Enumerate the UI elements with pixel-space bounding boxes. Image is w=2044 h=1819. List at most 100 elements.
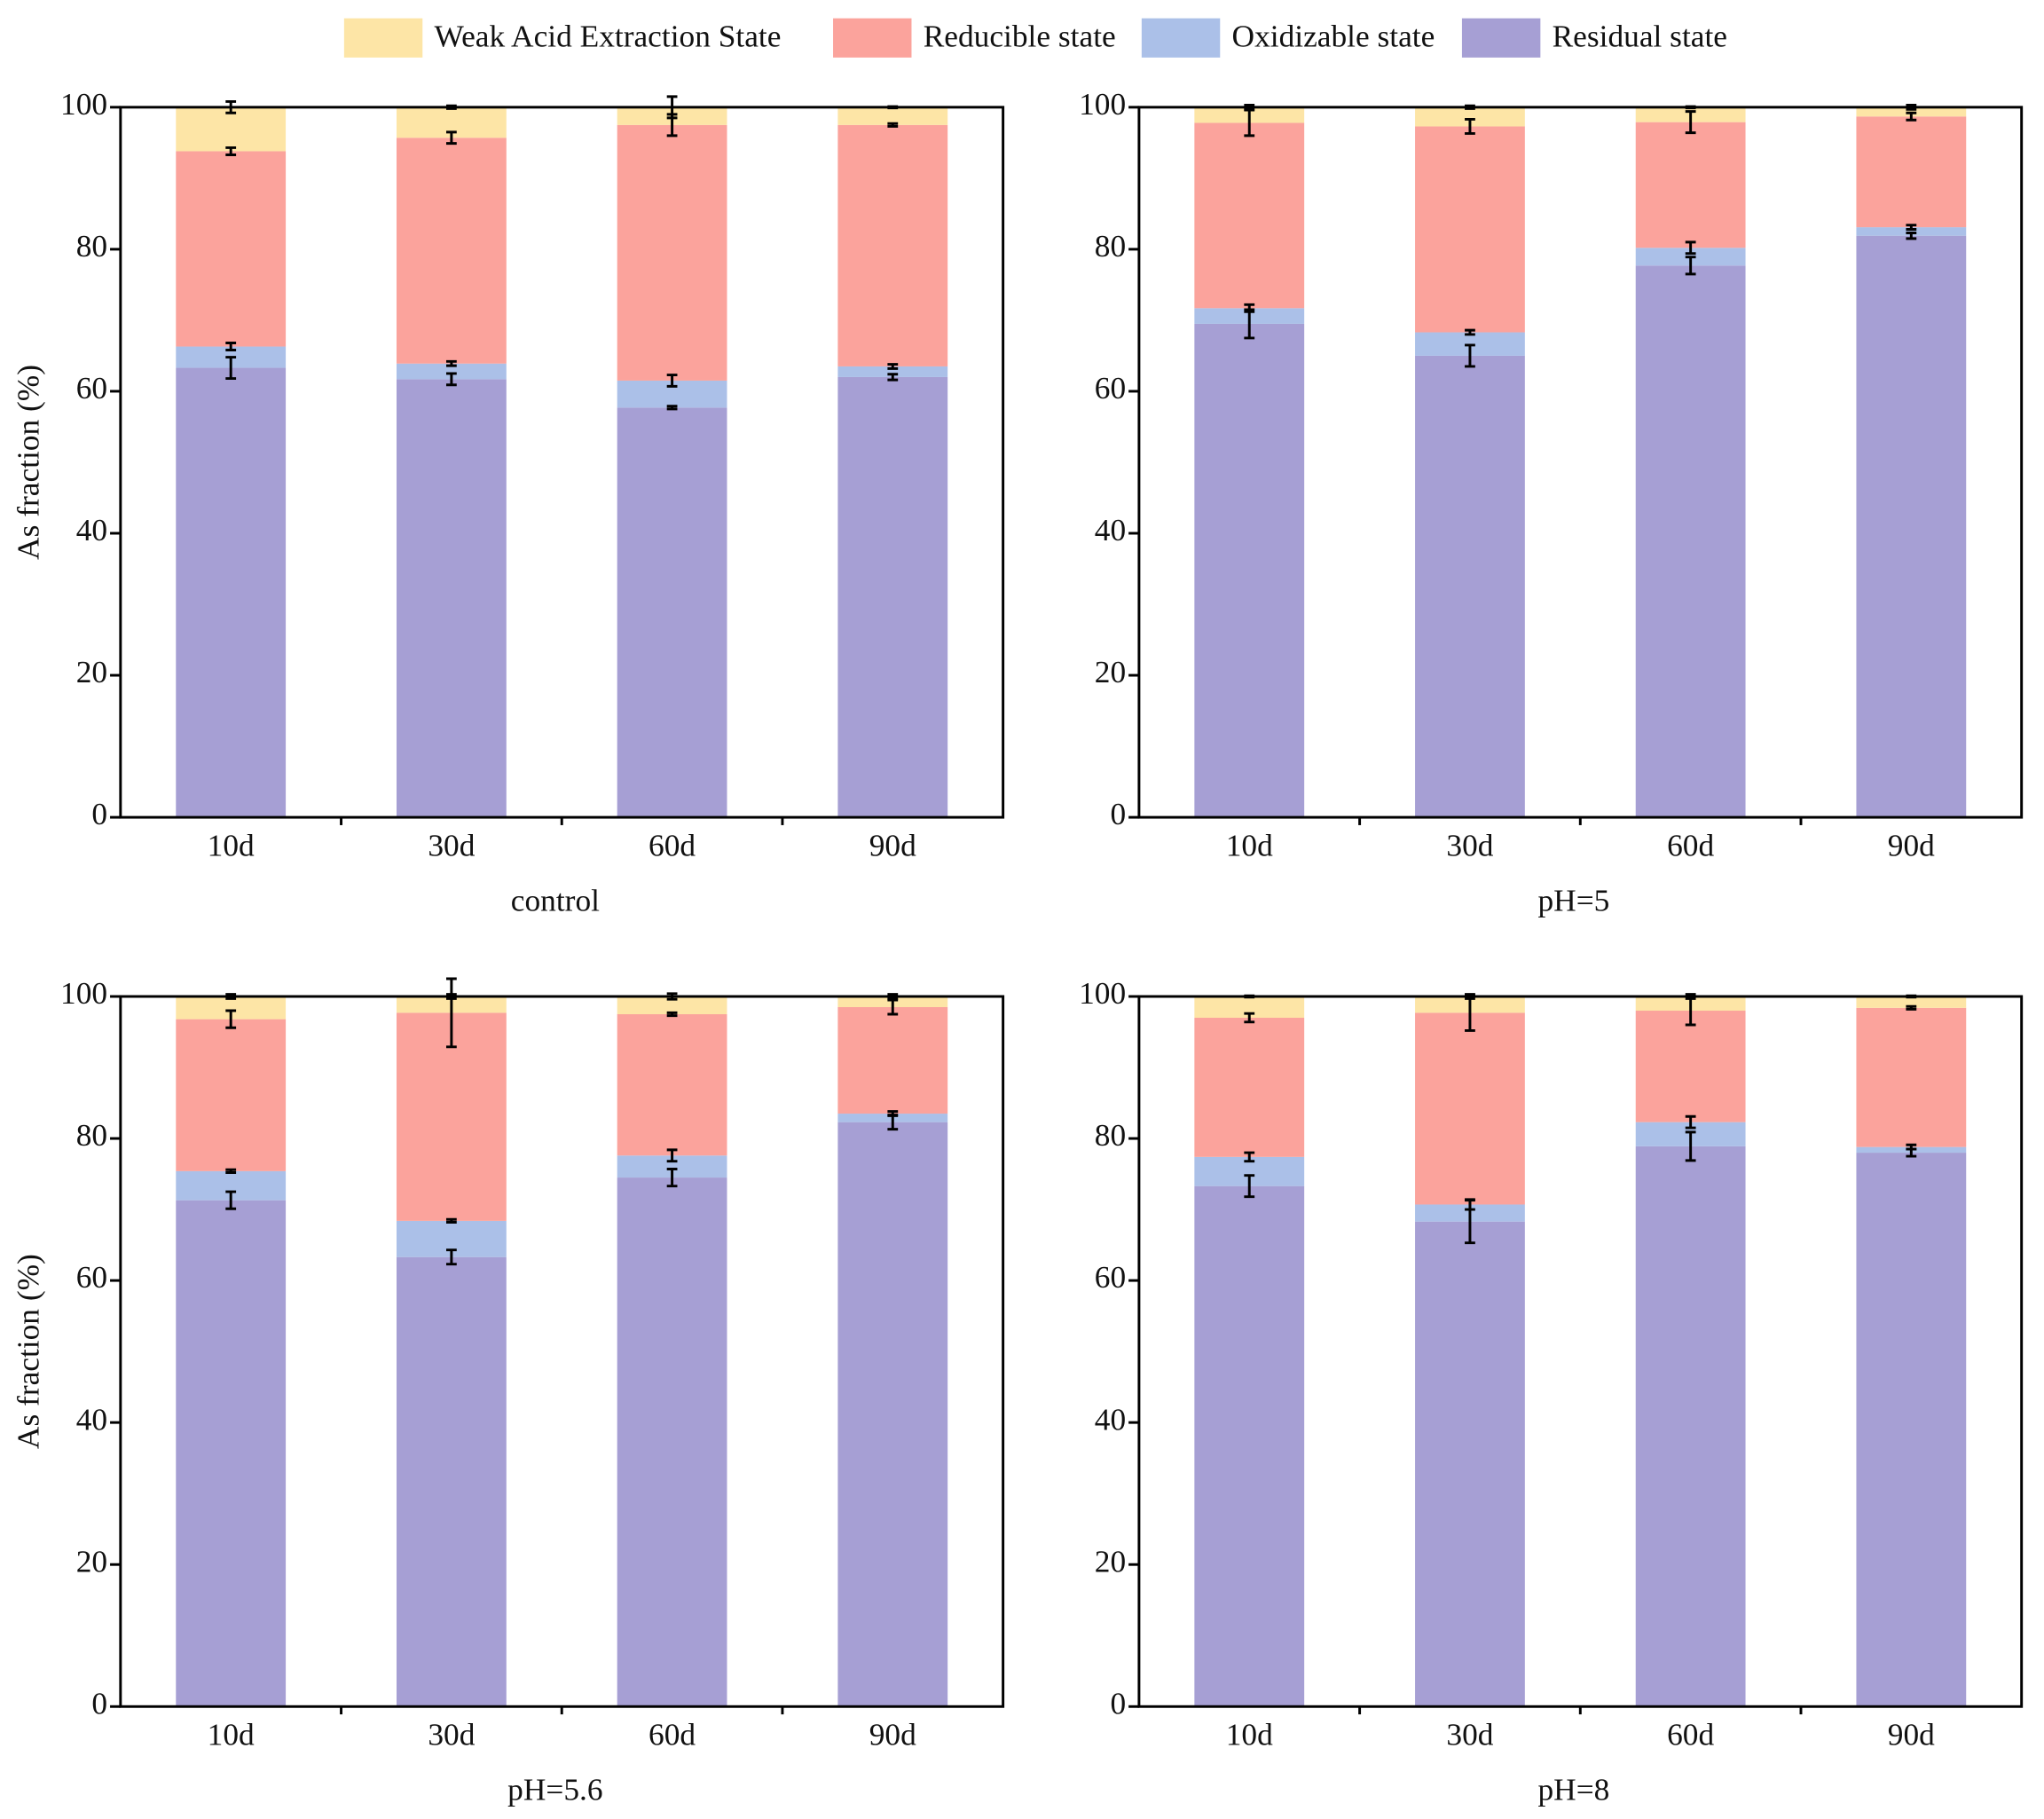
bar-segment <box>1856 227 1967 236</box>
error-bar <box>225 356 237 381</box>
error-bar <box>887 998 899 1016</box>
x-axis-title: pH=5 <box>1538 882 1610 917</box>
bar-segment <box>1856 1153 1967 1707</box>
error-bar <box>1685 256 1696 276</box>
error-bar <box>445 359 457 367</box>
error-bar <box>1465 328 1475 336</box>
error-bar <box>1685 240 1696 256</box>
error-bar <box>887 1110 899 1117</box>
error-bar <box>666 1011 678 1018</box>
bar-segment <box>837 124 948 366</box>
chart: 0 20 40 60 80 100 10d 30d 60d 90d pH=5 <box>1079 86 2024 917</box>
bar-segment <box>396 379 507 818</box>
legend-swatch <box>833 18 912 58</box>
bar-segment <box>617 124 727 381</box>
x-axis-title: pH=5.6 <box>507 1772 602 1807</box>
error-bar <box>225 1168 237 1174</box>
bar-segment <box>396 1256 507 1707</box>
bar-segment <box>617 1014 727 1156</box>
y-tick-label: 20 <box>1095 654 1126 689</box>
error-bar <box>445 1248 457 1266</box>
error-bar <box>1906 111 1917 122</box>
x-tick-label: 10d <box>1226 1717 1273 1752</box>
error-bar <box>1685 1114 1696 1130</box>
x-tick-label: 30d <box>428 828 475 863</box>
y-tick-label: 40 <box>1095 1401 1126 1437</box>
bar-segment <box>176 367 287 818</box>
legend-swatch <box>343 18 423 58</box>
bar-segment <box>617 1177 727 1707</box>
y-tick-label: 0 <box>91 796 107 831</box>
x-tick-label: 30d <box>1446 828 1493 863</box>
bar-segment <box>396 138 507 364</box>
x-tick-label: 10d <box>208 1717 255 1752</box>
error-bar <box>225 1009 237 1029</box>
x-tick-label: 60d <box>1667 828 1714 863</box>
bar-segment <box>1856 235 1967 818</box>
error-bar <box>445 977 457 1049</box>
y-axis-title: As fraction (%) <box>11 1254 46 1449</box>
x-tick-label: 60d <box>649 1717 696 1752</box>
error-bar <box>1685 110 1696 135</box>
bar-segment <box>176 106 287 152</box>
y-tick-label: 0 <box>1110 1685 1126 1721</box>
plot-frame <box>119 106 1005 819</box>
error-bar <box>1244 1174 1255 1199</box>
error-bar <box>666 374 678 388</box>
error-bar <box>1465 343 1475 368</box>
bar-segment <box>1194 323 1305 818</box>
bar-segment <box>1635 265 1746 818</box>
bar-segment <box>1635 1146 1746 1707</box>
chart: 0 20 40 60 80 100 10d 30d 60d 90d pH=8 <box>1079 975 2024 1807</box>
bar-segment <box>1635 122 1746 248</box>
y-tick-label: 80 <box>1095 228 1126 264</box>
plot-frame <box>1137 995 2024 1708</box>
bar-segment <box>1856 996 1967 1008</box>
bar-segment <box>1415 106 1525 127</box>
bar-segment <box>1415 1221 1525 1707</box>
x-tick-label: 10d <box>1226 828 1273 863</box>
bar-segment <box>837 376 948 818</box>
error-bar <box>445 130 457 146</box>
x-tick-label: 60d <box>1667 1717 1714 1752</box>
error-bar <box>225 146 237 156</box>
y-axis-title: As fraction (%) <box>11 365 46 560</box>
error-bar <box>445 1217 457 1224</box>
legend-label: Residual state <box>1553 18 1727 53</box>
y-tick-label: 100 <box>1079 975 1126 1011</box>
bar-segment <box>1856 116 1967 228</box>
chart: 0 20 40 60 80 100 10d 30d 60d 90d control As fracti… <box>11 86 1005 917</box>
bar-segment <box>1415 1012 1525 1205</box>
bar-segment <box>617 407 727 818</box>
error-bar <box>887 122 899 128</box>
legend-label: Oxidizable state <box>1232 18 1435 53</box>
error-bar <box>225 342 237 352</box>
x-tick-label: 30d <box>428 1717 475 1752</box>
error-bar <box>1244 1012 1255 1024</box>
y-tick-label: 40 <box>1095 512 1126 547</box>
bar-segment <box>837 1122 948 1707</box>
bar-segment <box>1194 1185 1305 1707</box>
x-tick-label: 90d <box>1888 1717 1935 1752</box>
error-bar <box>887 373 899 382</box>
y-tick-label: 0 <box>1110 796 1126 831</box>
y-tick-label: 100 <box>60 86 107 122</box>
y-tick-label: 60 <box>1095 370 1126 406</box>
bar-segment <box>837 106 948 125</box>
y-tick-label: 0 <box>91 1685 107 1721</box>
x-axis-title: control <box>511 882 600 917</box>
y-tick-label: 80 <box>76 228 107 264</box>
y-tick-label: 20 <box>76 654 107 689</box>
x-tick-label: 30d <box>1446 1717 1493 1752</box>
bar-segment <box>617 996 727 1015</box>
error-bar <box>1685 1130 1696 1162</box>
legend-label: Weak Acid Extraction State <box>435 18 782 53</box>
error-bar <box>666 405 678 411</box>
y-tick-label: 60 <box>76 370 107 406</box>
legend-label: Reducible state <box>924 18 1116 53</box>
legend-swatch <box>1461 18 1541 58</box>
y-tick-label: 20 <box>1095 1543 1126 1579</box>
y-tick-label: 40 <box>76 512 107 547</box>
bar-segment <box>176 151 287 347</box>
legend-swatch <box>1141 18 1221 58</box>
